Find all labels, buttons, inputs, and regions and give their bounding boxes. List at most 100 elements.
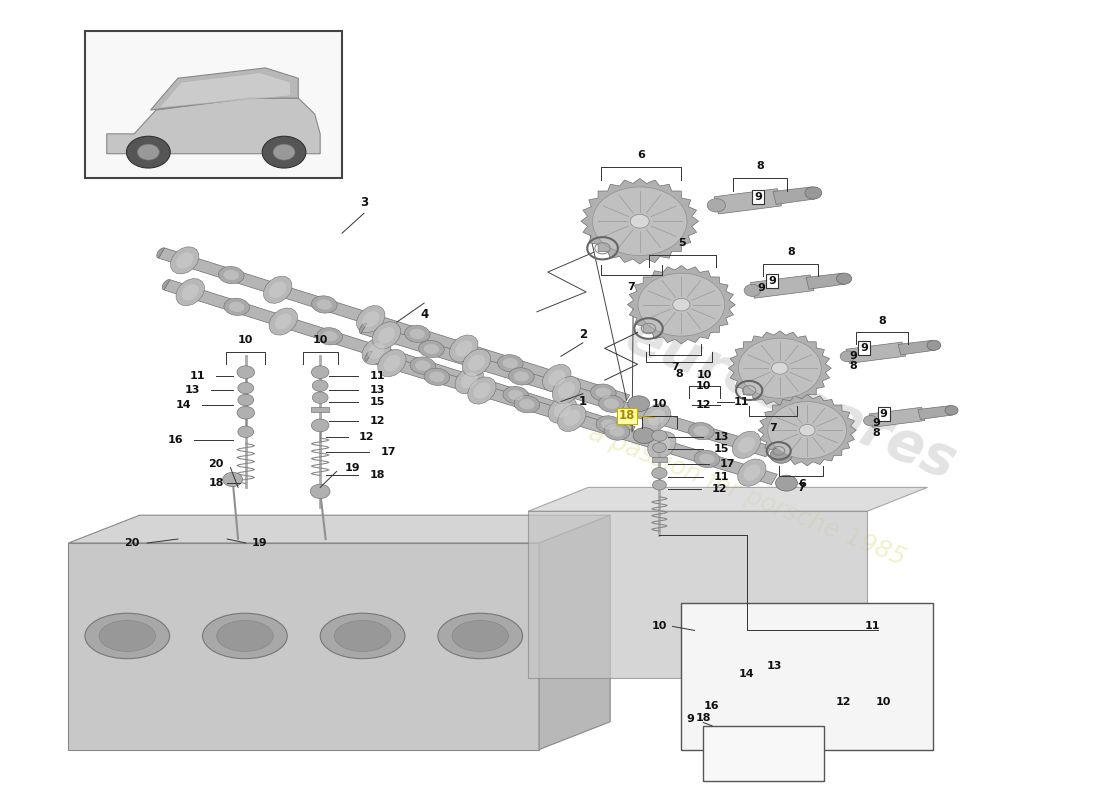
Polygon shape	[160, 73, 290, 108]
Ellipse shape	[452, 621, 508, 651]
Polygon shape	[366, 351, 778, 485]
Circle shape	[262, 136, 306, 168]
Text: 11: 11	[714, 472, 729, 482]
Polygon shape	[548, 396, 576, 423]
Polygon shape	[170, 247, 199, 274]
Polygon shape	[384, 355, 400, 371]
Polygon shape	[714, 189, 781, 214]
Polygon shape	[609, 426, 625, 437]
Circle shape	[866, 635, 880, 645]
Polygon shape	[604, 423, 630, 440]
Polygon shape	[694, 426, 710, 436]
Polygon shape	[653, 437, 670, 454]
Polygon shape	[806, 273, 846, 289]
Polygon shape	[158, 248, 629, 405]
Polygon shape	[846, 342, 905, 363]
Text: eurospares: eurospares	[618, 310, 964, 490]
Polygon shape	[462, 349, 491, 376]
Text: 5: 5	[679, 238, 686, 248]
Polygon shape	[450, 335, 477, 362]
Text: 11: 11	[734, 397, 749, 406]
Polygon shape	[415, 361, 430, 371]
Polygon shape	[738, 459, 766, 486]
Polygon shape	[738, 437, 755, 453]
Polygon shape	[773, 187, 815, 204]
Circle shape	[800, 425, 815, 436]
Ellipse shape	[99, 621, 155, 651]
Circle shape	[238, 426, 254, 438]
Text: 7: 7	[769, 423, 777, 433]
Circle shape	[673, 298, 690, 311]
Polygon shape	[429, 371, 444, 382]
Polygon shape	[362, 311, 380, 327]
Polygon shape	[182, 284, 199, 300]
Circle shape	[756, 625, 771, 636]
Text: 10: 10	[652, 622, 667, 631]
Polygon shape	[317, 327, 343, 345]
Polygon shape	[758, 394, 856, 466]
Polygon shape	[311, 296, 338, 313]
Circle shape	[638, 274, 725, 336]
Polygon shape	[356, 306, 385, 333]
Text: 20: 20	[209, 458, 224, 469]
Text: 11: 11	[189, 371, 206, 381]
Text: 3: 3	[360, 197, 368, 210]
Text: 14: 14	[175, 400, 191, 410]
Polygon shape	[68, 543, 539, 750]
Text: 16: 16	[704, 701, 719, 711]
Polygon shape	[552, 377, 581, 404]
Polygon shape	[519, 399, 535, 410]
Text: 8: 8	[878, 315, 886, 326]
Polygon shape	[223, 298, 250, 315]
Text: 6: 6	[637, 150, 646, 160]
Bar	[703, 726, 824, 782]
Text: 7: 7	[671, 362, 679, 372]
Text: 10: 10	[652, 399, 667, 409]
Polygon shape	[365, 351, 373, 362]
Polygon shape	[229, 302, 244, 312]
Circle shape	[840, 351, 855, 362]
Text: 2: 2	[579, 327, 587, 341]
Text: 17: 17	[719, 458, 735, 469]
Text: 6: 6	[798, 479, 805, 490]
Text: 17: 17	[381, 446, 396, 457]
Polygon shape	[176, 278, 205, 306]
Text: 12: 12	[359, 432, 374, 442]
Circle shape	[652, 480, 667, 490]
Ellipse shape	[85, 614, 169, 658]
Polygon shape	[455, 366, 483, 394]
Polygon shape	[151, 68, 298, 110]
Circle shape	[138, 144, 160, 160]
Text: 9: 9	[768, 276, 777, 286]
Circle shape	[738, 338, 822, 398]
Polygon shape	[322, 331, 338, 342]
Polygon shape	[514, 371, 529, 382]
Circle shape	[652, 430, 667, 442]
Bar	[311, 407, 329, 412]
Text: 12: 12	[695, 400, 711, 410]
Circle shape	[864, 415, 878, 426]
Text: 7: 7	[628, 282, 636, 292]
Polygon shape	[648, 432, 676, 459]
Circle shape	[634, 428, 656, 443]
Polygon shape	[508, 368, 535, 385]
Circle shape	[236, 406, 254, 419]
Circle shape	[593, 187, 688, 255]
Polygon shape	[601, 419, 617, 430]
Circle shape	[312, 392, 328, 403]
Polygon shape	[595, 387, 612, 398]
Text: 9: 9	[754, 193, 762, 202]
Text: 8: 8	[786, 247, 794, 258]
Circle shape	[945, 406, 958, 415]
Circle shape	[312, 380, 328, 391]
Text: 13: 13	[714, 432, 729, 442]
Polygon shape	[581, 178, 698, 264]
Polygon shape	[563, 410, 581, 426]
Ellipse shape	[217, 621, 273, 651]
Text: 10: 10	[876, 697, 891, 707]
Text: 18: 18	[695, 713, 711, 722]
Circle shape	[776, 475, 798, 491]
Text: 10: 10	[696, 370, 712, 379]
Circle shape	[768, 402, 847, 458]
Polygon shape	[157, 248, 165, 258]
